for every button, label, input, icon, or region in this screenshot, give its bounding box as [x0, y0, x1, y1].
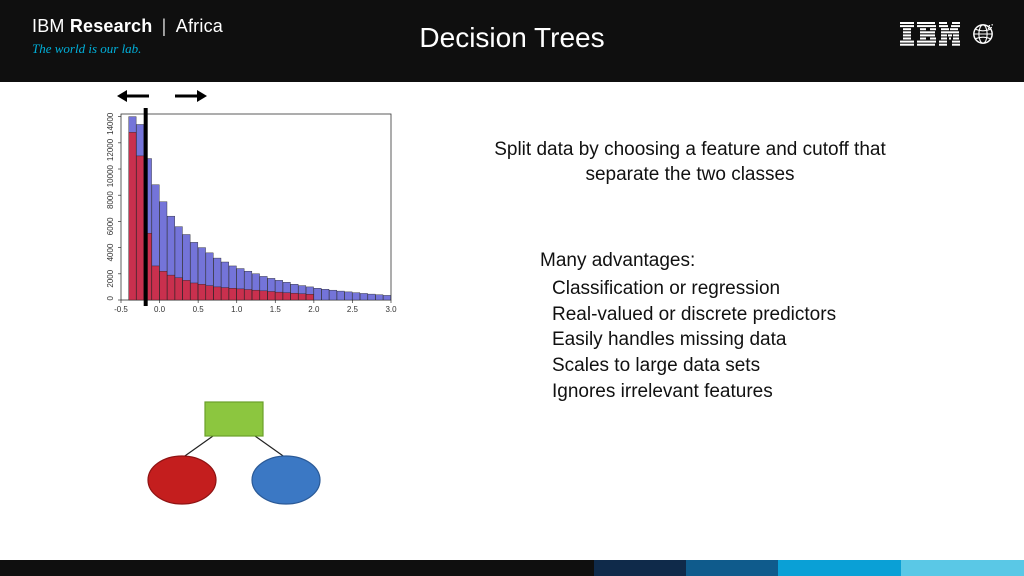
footer-segment — [901, 560, 1024, 576]
svg-text:2000: 2000 — [106, 269, 115, 287]
ibm-logo-icon — [900, 22, 960, 46]
svg-text:2.0: 2.0 — [308, 305, 320, 314]
svg-text:2.5: 2.5 — [347, 305, 359, 314]
slide-header: IBM Research | Africa The world is our l… — [0, 0, 1024, 82]
footer-segment — [0, 560, 594, 576]
svg-text:0.5: 0.5 — [193, 305, 205, 314]
footer-segment — [686, 560, 778, 576]
header-logo-group — [900, 22, 994, 46]
svg-text:-0.5: -0.5 — [114, 305, 128, 314]
svg-text:1.0: 1.0 — [231, 305, 243, 314]
page-title: Decision Trees — [0, 22, 1024, 54]
svg-text:4000: 4000 — [106, 243, 115, 261]
split-arrows — [112, 88, 212, 104]
svg-text:3.0: 3.0 — [385, 305, 397, 314]
footer-segment — [778, 560, 901, 576]
advantage-item: Easily handles missing data — [552, 327, 836, 353]
svg-text:8000: 8000 — [106, 191, 115, 209]
footer-bar — [0, 560, 1024, 576]
advantage-item: Ignores irrelevant features — [552, 379, 836, 405]
advantage-item: Classification or regression — [552, 276, 836, 302]
slide-content: 0 2000 4000 6000 8000 10000 12000 14000 -0.5 0.0 0… — [0, 82, 1024, 560]
arrow-right-icon — [173, 88, 207, 104]
svg-text:10000: 10000 — [106, 164, 115, 187]
svg-text:14000: 14000 — [106, 112, 115, 135]
split-description: Split data by choosing a feature and cut… — [480, 138, 900, 187]
histogram-chart: 0 2000 4000 6000 8000 10000 12000 14000 -0.5 0.0 0… — [85, 106, 405, 331]
advantages-list: Classification or regressionReal-valued … — [552, 276, 836, 404]
footer-segment — [594, 560, 686, 576]
svg-text:0.0: 0.0 — [154, 305, 166, 314]
globe-icon — [972, 23, 994, 45]
tree-diagram — [134, 382, 334, 517]
advantage-item: Scales to large data sets — [552, 353, 836, 379]
advantages-heading: Many advantages: — [540, 250, 695, 272]
svg-text:1.5: 1.5 — [270, 305, 282, 314]
arrow-left-icon — [117, 88, 151, 104]
advantage-item: Real-valued or discrete predictors — [552, 302, 836, 328]
svg-text:0: 0 — [106, 295, 115, 300]
svg-text:6000: 6000 — [106, 217, 115, 235]
svg-text:12000: 12000 — [106, 138, 115, 161]
